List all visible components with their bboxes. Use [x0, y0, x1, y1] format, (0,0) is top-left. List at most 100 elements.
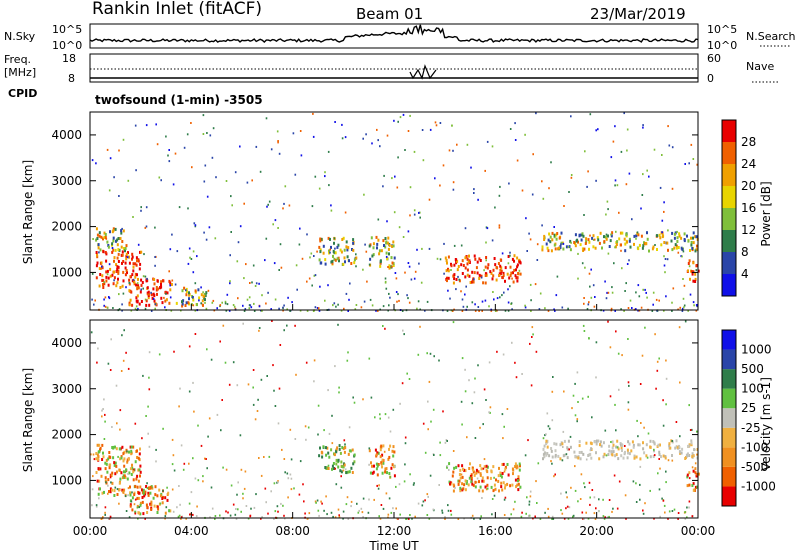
data-cell [279, 344, 282, 346]
data-cell [407, 130, 410, 132]
data-cell [652, 245, 655, 249]
data-cell [160, 283, 162, 286]
data-cell [671, 248, 674, 252]
data-cell [203, 180, 206, 183]
data-cell [267, 512, 269, 515]
data-cell [306, 517, 309, 520]
data-cell [304, 512, 306, 515]
data-cell [675, 244, 678, 248]
data-cell [112, 239, 115, 243]
data-cell [114, 472, 117, 476]
data-cell [333, 257, 336, 261]
data-cell [627, 440, 630, 444]
data-cell [480, 515, 482, 518]
data-cell [104, 305, 107, 308]
data-cell [115, 239, 117, 243]
data-cell [91, 298, 93, 301]
data-cell [387, 416, 390, 419]
data-cell [614, 309, 616, 312]
data-cell [253, 506, 256, 509]
data-cell [472, 280, 475, 284]
data-cell [192, 250, 195, 253]
data-cell [667, 248, 669, 252]
data-cell [396, 186, 399, 189]
data-cell [661, 219, 664, 222]
colorbar-tick: 100 [741, 382, 764, 396]
data-cell [328, 251, 331, 255]
data-cell [95, 471, 98, 474]
data-cell [93, 303, 95, 306]
data-cell [100, 235, 103, 239]
data-cell [314, 500, 317, 503]
data-cell [493, 483, 496, 487]
data-cell [607, 453, 610, 456]
data-cell [108, 490, 110, 493]
data-cell [106, 273, 109, 276]
data-cell [124, 261, 127, 265]
data-cell [615, 243, 618, 246]
data-cell [128, 303, 131, 307]
data-cell [132, 269, 135, 273]
data-cell [377, 238, 380, 242]
data-cell [147, 290, 150, 294]
data-cell [311, 284, 313, 287]
data-cell [121, 261, 123, 265]
data-cell [142, 287, 144, 290]
data-cell [232, 304, 235, 306]
data-cell [277, 227, 279, 229]
data-cell [312, 135, 315, 138]
data-cell [149, 502, 152, 506]
data-cell [330, 511, 333, 514]
data-cell [251, 281, 253, 284]
data-cell [242, 322, 244, 325]
data-cell [320, 500, 322, 503]
data-cell [586, 308, 589, 310]
data-cell [438, 484, 440, 486]
data-cell [484, 299, 487, 302]
data-cell [103, 282, 106, 286]
data-cell [240, 510, 242, 513]
data-cell [529, 495, 532, 498]
data-cell [638, 295, 641, 298]
data-cell [394, 272, 397, 274]
data-cell [294, 438, 297, 440]
data-cell [452, 274, 455, 278]
data-cell [154, 307, 156, 310]
nave-label: Nave [746, 60, 774, 73]
data-cell [464, 479, 467, 483]
data-cell [330, 448, 333, 452]
data-cell [559, 457, 562, 461]
data-cell [678, 450, 681, 454]
data-cell [602, 309, 605, 312]
data-cell [554, 473, 556, 476]
data-cell [499, 264, 502, 268]
data-cell [346, 255, 349, 259]
data-cell [328, 432, 331, 435]
data-cell [121, 476, 124, 480]
data-cell [560, 243, 562, 246]
data-cell [471, 514, 474, 517]
data-cell [340, 475, 342, 478]
data-cell [144, 492, 147, 496]
data-cell [484, 274, 487, 277]
data-cell [277, 141, 279, 144]
data-cell [169, 284, 171, 287]
data-cell [567, 246, 570, 249]
data-cell [515, 268, 517, 272]
data-cell [290, 458, 293, 461]
data-cell [137, 307, 139, 310]
data-cell [646, 237, 649, 241]
data-cell [185, 287, 188, 291]
data-cell [231, 204, 233, 207]
data-cell [383, 244, 385, 247]
data-cell [384, 277, 387, 280]
data-cell [314, 175, 317, 178]
data-cell [626, 149, 628, 152]
data-cell [502, 273, 505, 277]
data-cell [501, 252, 504, 255]
data-cell [140, 209, 142, 212]
data-cell [483, 458, 486, 461]
colorbar-swatch [722, 252, 736, 274]
data-cell [125, 244, 128, 248]
data-cell [363, 193, 365, 196]
